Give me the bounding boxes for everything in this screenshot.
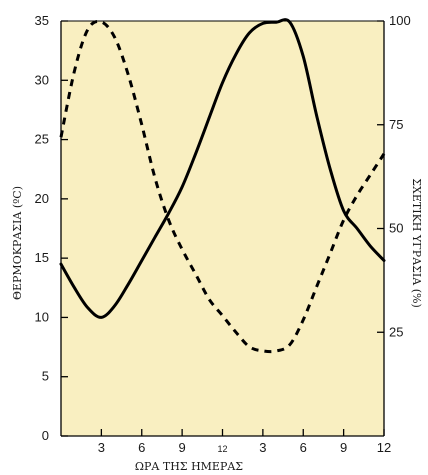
y-left-tick-label: 25 bbox=[35, 132, 49, 147]
plot-area bbox=[61, 21, 384, 436]
x-tick-label: 6 bbox=[300, 440, 307, 455]
y-left-tick-label: 30 bbox=[35, 72, 49, 87]
x-tick-label: 9 bbox=[340, 440, 347, 455]
humidity-series-line bbox=[59, 19, 386, 354]
x-axis-title: ΩΡΑ ΤΗΣ ΗΜΕΡΑΣ bbox=[135, 460, 243, 473]
y-left-tick-label: 35 bbox=[35, 13, 49, 28]
x-tick-label: 9 bbox=[179, 440, 186, 455]
y-left-tick-label: 0 bbox=[42, 428, 49, 443]
y-right-tick-label: 100 bbox=[389, 13, 411, 28]
y-left-tick-label: 15 bbox=[35, 250, 49, 265]
tick-layer: 0 5 10 15 20 25 30 35 25 50 75 100 3 6 9 12 3 6 9 12 bbox=[35, 13, 411, 455]
y-axis-left-title: ΘΕΡΜΟΚΡΑΣΙΑ (ºC) bbox=[11, 186, 24, 300]
series-layer bbox=[59, 18, 386, 354]
temperature-series-line bbox=[59, 18, 386, 319]
y-right-tick-label: 75 bbox=[389, 117, 403, 132]
x-tick-label: 12 bbox=[217, 444, 227, 454]
y-left-tick-label: 5 bbox=[42, 369, 49, 384]
x-tick-label: 3 bbox=[259, 440, 266, 455]
y-axis-right-title: ΣΧΕΤΙΚΗ ΥΓΡΑΣΙΑ (%) bbox=[410, 178, 423, 307]
y-right-tick-label: 50 bbox=[389, 221, 403, 236]
x-tick-label: 12 bbox=[377, 440, 391, 455]
x-tick-label: 3 bbox=[98, 440, 105, 455]
y-right-tick-label: 25 bbox=[389, 324, 403, 339]
y-left-tick-label: 10 bbox=[35, 309, 49, 324]
x-tick-label: 6 bbox=[138, 440, 145, 455]
y-left-tick-label: 20 bbox=[35, 191, 49, 206]
